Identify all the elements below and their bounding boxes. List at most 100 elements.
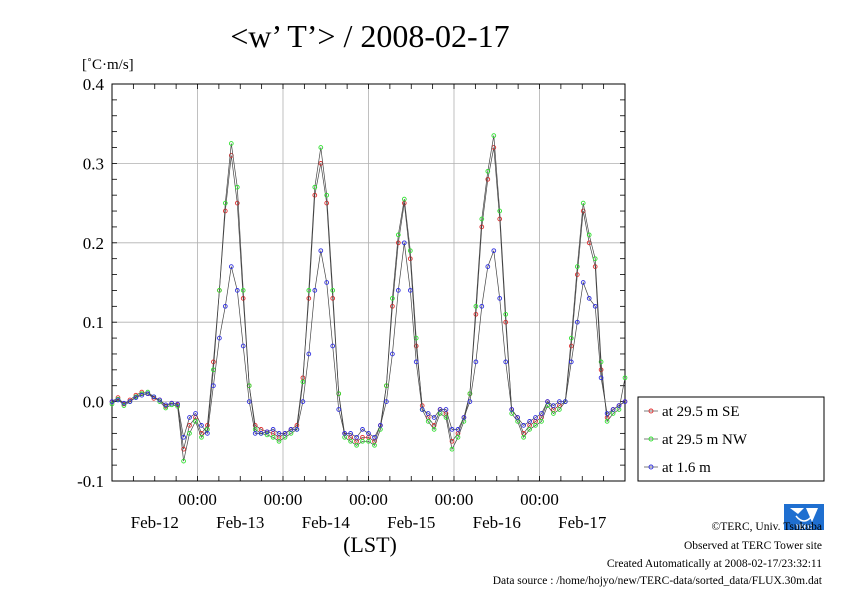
data-point <box>270 434 276 440</box>
data-point <box>240 343 246 349</box>
data-point <box>240 296 246 301</box>
data-point <box>139 392 145 398</box>
data-point <box>240 288 246 293</box>
data-point <box>479 216 485 222</box>
data-point <box>384 399 389 404</box>
chart-title: <w’ T’> / 2008-02-17 <box>230 18 509 54</box>
data-point <box>610 407 616 412</box>
data-point <box>509 407 515 412</box>
data-point <box>121 400 127 406</box>
series-2 <box>109 240 628 440</box>
data-point <box>312 192 318 198</box>
data-point <box>217 288 222 293</box>
data-point <box>586 296 592 301</box>
x-axis-label: (LST) <box>343 532 397 557</box>
data-point <box>562 399 568 404</box>
created-text: Created Automatically at 2008-02-17/23:3… <box>607 558 822 570</box>
data-point <box>390 296 395 301</box>
data-point <box>306 296 312 301</box>
data-point <box>360 427 365 432</box>
data-point <box>407 288 413 293</box>
logo-text: TERC <box>796 525 813 531</box>
data-point <box>163 405 169 411</box>
data-point <box>336 391 342 397</box>
data-point <box>300 379 306 385</box>
data-point <box>419 407 425 412</box>
data-point <box>580 280 586 285</box>
data-point <box>348 438 353 444</box>
data-point <box>521 434 526 440</box>
data-point <box>557 407 562 412</box>
data-point <box>217 335 222 341</box>
y-tick-label: 0.2 <box>83 234 104 253</box>
data-point <box>366 438 371 444</box>
data-point <box>545 399 550 404</box>
y-tick-label: 0.0 <box>83 393 104 412</box>
data-point <box>181 434 186 440</box>
data-point <box>491 133 497 138</box>
data-point <box>181 446 186 452</box>
data-point <box>551 403 556 408</box>
data-point <box>568 343 574 349</box>
data-point <box>407 248 413 254</box>
x-time-tick-label: 00:00 <box>520 490 559 509</box>
data-point <box>473 311 479 317</box>
data-point <box>222 200 228 206</box>
data-point <box>580 208 586 214</box>
data-point <box>109 399 115 404</box>
data-point <box>431 427 437 432</box>
data-point <box>306 351 312 357</box>
data-point <box>574 264 580 269</box>
data-point <box>533 423 538 428</box>
plot-area: 0.4 0.3 0.2 0.1 0.0 -0.1 00:00 00:00 00:00 00:00 0… <box>77 75 628 532</box>
data-point <box>586 232 592 238</box>
data-point <box>443 407 449 412</box>
y-tick-label: 0.1 <box>83 313 104 332</box>
data-point <box>521 423 526 428</box>
data-point <box>294 427 300 432</box>
data-point <box>485 168 491 174</box>
data-point <box>228 141 234 146</box>
x-time-tick-label: 00:00 <box>349 490 388 509</box>
data-point <box>228 264 234 269</box>
data-point <box>300 399 306 404</box>
x-date-tick-label: Feb-16 <box>473 513 521 532</box>
logo-shape <box>806 508 818 522</box>
x-time-tick-label: 00:00 <box>435 490 474 509</box>
data-point <box>574 319 580 325</box>
data-point <box>282 431 288 436</box>
data-point <box>157 397 163 403</box>
data-point <box>455 434 461 440</box>
data-point <box>318 248 324 254</box>
data-point <box>485 264 491 269</box>
data-point <box>276 438 282 444</box>
y-axis-unit-label: [˚C·m/s] <box>82 57 134 73</box>
data-point <box>151 394 157 400</box>
data-point <box>342 431 347 436</box>
data-point <box>330 288 336 293</box>
legend-label: at 29.5 m NW <box>662 432 748 448</box>
data-point <box>390 351 395 357</box>
data-point <box>598 359 604 365</box>
data-point <box>211 359 216 365</box>
legend-marker <box>648 464 654 470</box>
data-point <box>437 407 443 412</box>
data-point <box>449 438 455 444</box>
data-point <box>401 240 407 246</box>
data-point <box>580 200 586 206</box>
data-point <box>443 415 449 420</box>
data-point <box>330 343 336 349</box>
data-point <box>193 411 198 416</box>
data-point <box>306 288 312 293</box>
data-point <box>133 395 139 400</box>
data-point <box>169 400 175 406</box>
data-point <box>622 375 628 381</box>
x-date-tick-label: Feb-13 <box>216 513 264 532</box>
data-point <box>467 391 473 397</box>
data-point <box>592 256 598 262</box>
data-point <box>598 367 604 373</box>
x-time-tick-label: 00:00 <box>264 490 303 509</box>
data-point <box>222 208 228 214</box>
data-point <box>557 399 562 404</box>
data-point <box>503 359 509 365</box>
